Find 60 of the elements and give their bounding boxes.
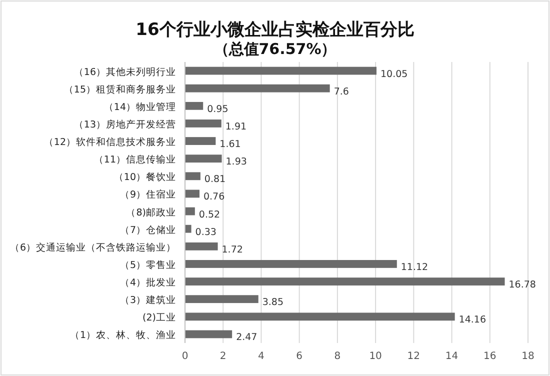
x-tick-label: 14 [445, 351, 458, 362]
y-tick-label: （13）房地产开发经营 [74, 118, 176, 130]
data-label: 14.16 [458, 314, 486, 326]
bar [185, 190, 200, 198]
y-tick-label: （4）批发业 [120, 276, 176, 289]
data-label: 11.12 [400, 262, 428, 273]
x-tick-label: 18 [522, 351, 534, 362]
y-tick-label: （15）租赁和商务服务业 [64, 83, 176, 96]
data-label: 7.6 [334, 86, 349, 98]
chart-subtitle: （总值76.57%） [214, 40, 336, 58]
bar [185, 330, 232, 338]
bar [185, 260, 397, 268]
x-tick-label: 0 [182, 351, 188, 362]
bar [185, 102, 204, 110]
data-label: 0.33 [195, 226, 216, 238]
bar [185, 312, 455, 321]
bar [185, 172, 200, 180]
x-tick-label: 16 [484, 351, 496, 362]
chart-title: 16个行业小微企业占实检企业百分比 [136, 20, 414, 40]
y-tick-label: （14）物业管理 [104, 100, 176, 113]
bar [185, 84, 330, 92]
y-tick-label: （10）餐饮业 [114, 171, 176, 184]
x-tick-label: 8 [334, 351, 341, 362]
y-tick-label: （12）软件和信息技术服务业 [44, 136, 176, 148]
bar [185, 278, 505, 286]
y-tick-label: （1）农、林、牧、渔业 [70, 329, 176, 342]
bar [185, 137, 216, 145]
y-tick-label: （7）仓储业 [120, 224, 176, 236]
data-label: 1.61 [220, 139, 241, 150]
data-label: 1.72 [222, 244, 243, 256]
data-label: 0.81 [204, 174, 226, 186]
data-label: 1.91 [225, 121, 247, 132]
x-tick-label: 4 [258, 351, 264, 362]
data-label: 16.78 [508, 280, 536, 291]
x-tick-label: 10 [369, 351, 382, 362]
bar [185, 295, 258, 304]
data-label: 2.47 [236, 332, 258, 344]
y-tick-label: （16）其他未列明行业 [74, 66, 176, 78]
bar [185, 207, 195, 216]
data-label: 1.93 [226, 156, 247, 168]
x-tick-label: 6 [296, 351, 303, 362]
bar [185, 224, 192, 233]
bar [185, 242, 218, 250]
y-tick-label: （11）信息传输业 [94, 154, 176, 166]
y-tick-label: （5）零售业 [120, 258, 176, 271]
x-tick-label: 2 [220, 351, 226, 362]
bar [185, 154, 222, 163]
y-tick-label: （3）建筑业 [120, 294, 176, 306]
y-tick-label: （8)邮政业 [126, 206, 176, 218]
y-tick-label: （6）交通运输业（不含铁路运输业） [10, 241, 176, 254]
data-label: 0.76 [203, 192, 225, 203]
bar [185, 66, 377, 75]
bar [185, 120, 222, 128]
data-label: 0.52 [198, 209, 220, 220]
data-label: 3.85 [262, 297, 284, 308]
x-tick-label: 12 [407, 351, 420, 362]
y-tick-label: (2)工业 [142, 312, 176, 324]
y-tick-label: （9）住宿业 [120, 188, 176, 201]
data-label: 10.05 [380, 68, 408, 80]
data-label: 0.95 [207, 104, 228, 115]
